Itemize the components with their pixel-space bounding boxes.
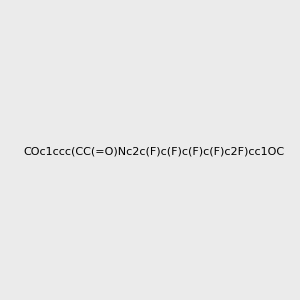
Text: COc1ccc(CC(=O)Nc2c(F)c(F)c(F)c(F)c2F)cc1OC: COc1ccc(CC(=O)Nc2c(F)c(F)c(F)c(F)c2F)cc1… (23, 146, 284, 157)
